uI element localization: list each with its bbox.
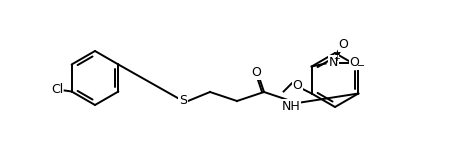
Text: O: O — [350, 56, 359, 69]
Text: O: O — [293, 79, 303, 92]
Text: +: + — [333, 54, 340, 63]
Text: S: S — [179, 94, 187, 107]
Text: N: N — [329, 56, 338, 69]
Text: −: − — [357, 62, 365, 72]
Text: O: O — [339, 38, 348, 51]
Text: O: O — [251, 66, 261, 80]
Text: NH: NH — [282, 100, 300, 112]
Text: Cl: Cl — [51, 83, 64, 96]
